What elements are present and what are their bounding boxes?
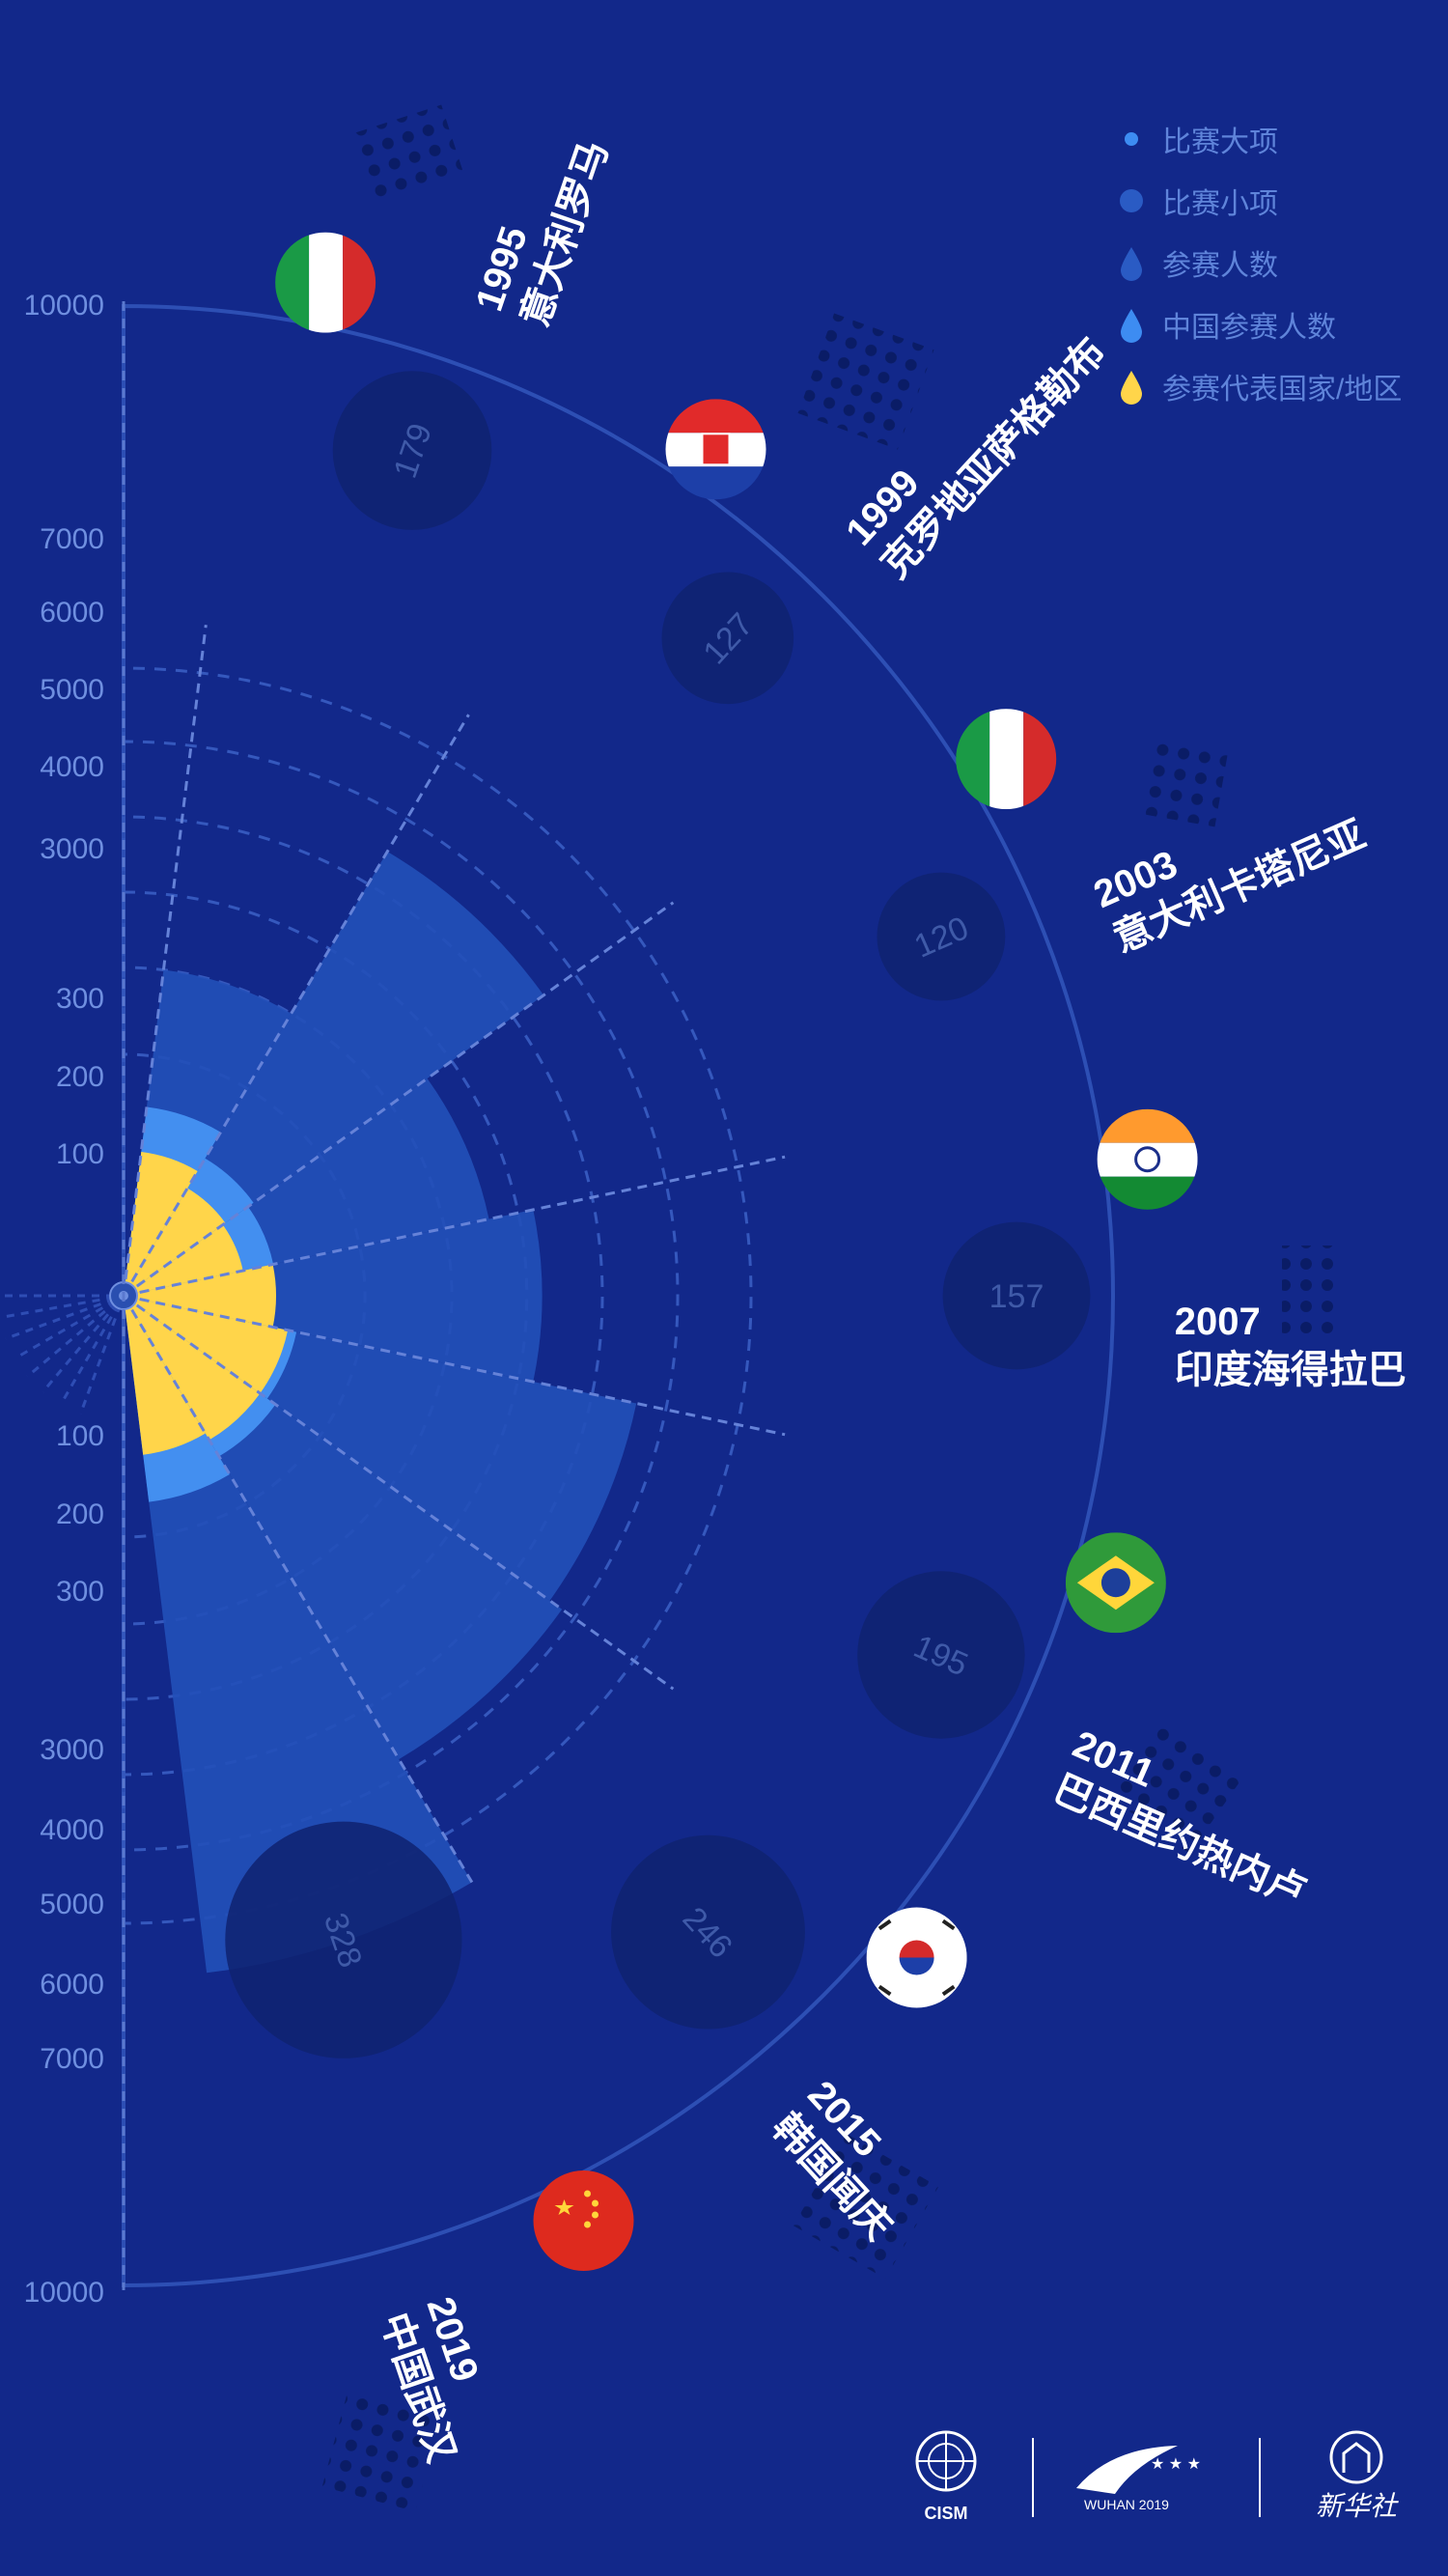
- tick-bottom: 10000: [24, 2277, 104, 2309]
- svg-text:★ ★ ★: ★ ★ ★: [1151, 2456, 1201, 2473]
- legend-label: 中国参赛人数: [1162, 312, 1336, 344]
- event-circle-1999: [661, 572, 794, 705]
- drop-icon: [1110, 241, 1153, 284]
- tick-top: 3000: [40, 833, 104, 865]
- tick-bottom: 4000: [40, 1814, 104, 1846]
- italy-flag: [956, 709, 1057, 810]
- legend-item-events: 比赛小项: [1110, 170, 1438, 232]
- tick-top: 300: [56, 983, 104, 1015]
- cism-text: CISM: [925, 2504, 968, 2523]
- spoke: [122, 625, 208, 1297]
- axis-ticks-top: 10000 7000 6000 5000 4000 3000 300 200 100: [24, 290, 104, 1170]
- cism-logo: CISM: [915, 2430, 977, 2523]
- legend-label: 比赛大项: [1162, 126, 1278, 158]
- edition-label-2007: 2007 印度海得拉巴: [1175, 1301, 1406, 1391]
- event-circle-2011: [857, 1571, 1025, 1739]
- edition-location: 印度海得拉巴: [1175, 1349, 1406, 1391]
- country-wedge-2003: [124, 1224, 243, 1296]
- tick-top: 5000: [40, 674, 104, 706]
- event-circle-2003: [877, 872, 1006, 1001]
- event-circle-2007: [942, 1221, 1091, 1370]
- grid-ring: [122, 740, 680, 1852]
- tick-bottom: 100: [56, 1420, 104, 1452]
- drop-icon: [1110, 365, 1153, 407]
- axis-ticks-bottom: 100 200 300 3000 4000 5000 6000 7000 10000: [24, 1420, 104, 2309]
- wuhan-2019-text: WUHAN 2019: [1084, 2497, 1169, 2512]
- spoke: [123, 1155, 786, 1298]
- spoke: [123, 901, 675, 1298]
- tick-top: 4000: [40, 751, 104, 783]
- india-flag: [1097, 1108, 1198, 1210]
- tick-bottom: 7000: [40, 2043, 104, 2075]
- xinhua-logo: 新华社: [1316, 2430, 1399, 2521]
- korea-flag: [866, 1907, 967, 2008]
- legend-item-sports: 比赛大项: [1110, 108, 1438, 170]
- participants-wedge-2007: [124, 1209, 543, 1383]
- tick-bottom: 3000: [40, 1734, 104, 1766]
- tick-top: 100: [56, 1138, 104, 1170]
- drop-icon: [1110, 303, 1153, 346]
- event-circle-1995: [332, 371, 492, 530]
- tick-top: 6000: [40, 597, 104, 629]
- left-spoke: [26, 1301, 118, 1378]
- country-wedge-2011: [124, 1296, 289, 1394]
- event-circle-2015: [611, 1834, 805, 2030]
- left-spoke: [0, 1296, 115, 1320]
- tick-top: 200: [56, 1061, 104, 1093]
- wuhan-2019-logo: ★ ★ ★ WUHAN 2019: [1076, 2446, 1201, 2512]
- country-wedge-1999: [124, 1188, 226, 1296]
- left-spoke: [42, 1302, 119, 1393]
- tick-bottom: 300: [56, 1576, 104, 1608]
- spoke: [123, 1294, 786, 1437]
- edition-year: 2007: [1175, 1301, 1261, 1343]
- tick-top: 10000: [24, 290, 104, 322]
- tick-bottom: 6000: [40, 1969, 104, 2001]
- legend-label: 参赛代表国家/地区: [1162, 374, 1403, 406]
- china-flag: [533, 2170, 634, 2271]
- croatia-flag: [665, 399, 766, 500]
- left-spoke: [79, 1303, 123, 1414]
- tick-bottom: 5000: [40, 1889, 104, 1920]
- flags: [275, 232, 1198, 2271]
- tick-bottom: 200: [56, 1498, 104, 1530]
- left-spoke: [5, 1297, 116, 1340]
- country-wedge-1995: [124, 1152, 198, 1296]
- tick-top: 7000: [40, 523, 104, 555]
- event-count-2007: 157: [989, 1278, 1044, 1315]
- legend-label: 参赛人数: [1162, 250, 1278, 282]
- radial-spokes: [122, 625, 786, 1884]
- italy-flag: [275, 232, 376, 333]
- outer-ring: [122, 303, 1115, 2288]
- left-spoke: [14, 1299, 117, 1360]
- spoke: [122, 714, 470, 1297]
- country-wedge-2007: [124, 1264, 276, 1328]
- legend-item-countries: 参赛代表国家/地区: [1110, 355, 1438, 417]
- large-dot-icon: [1110, 180, 1153, 222]
- legend-item-participants: 参赛人数: [1110, 232, 1438, 294]
- xinhua-text: 新华社: [1316, 2491, 1399, 2521]
- left-spoke: [59, 1302, 121, 1406]
- grid-ring: [122, 815, 604, 1777]
- spoke: [123, 1294, 675, 1691]
- event-circle-2019: [225, 1821, 462, 2058]
- dot-grid-decorations: [321, 104, 1340, 2512]
- brazil-flag: [1065, 1532, 1166, 1634]
- legend: 比赛大项 比赛小项 参赛人数 中国参赛人数 参赛代表国家/地区: [1110, 108, 1438, 417]
- country-wedges: [124, 1152, 289, 1455]
- country-wedge-2015: [124, 1296, 261, 1441]
- legend-item-china-participants: 中国参赛人数: [1110, 294, 1438, 355]
- country-wedge-2019: [124, 1296, 206, 1455]
- footer-logos: CISM ★ ★ ★ WUHAN 2019 新华社: [915, 2430, 1399, 2523]
- small-dot-icon: [1110, 118, 1153, 160]
- legend-label: 比赛小项: [1162, 188, 1278, 220]
